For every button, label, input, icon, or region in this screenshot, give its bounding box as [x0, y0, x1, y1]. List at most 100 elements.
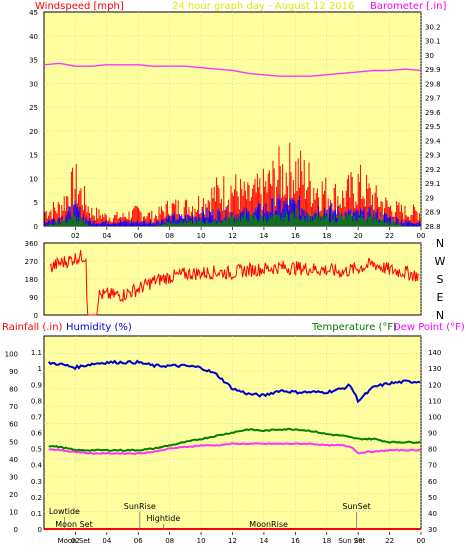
hour-tick-label: 04: [102, 232, 111, 240]
humidity-tick-label: 50: [9, 438, 18, 446]
barometer-tick-label: 29.5: [425, 123, 441, 131]
windspeed-axis-title: Windspeed [mph]: [35, 1, 124, 12]
direction-panel-series: [49, 250, 420, 316]
hour-tick-label: 04: [102, 537, 111, 545]
graph-title: 24 hour graph day - August 12 2016: [172, 1, 354, 12]
windspeed-tick-label: 10: [29, 175, 38, 183]
temperature-tick-label: 80: [428, 446, 437, 454]
temperature-tick-label: 70: [428, 462, 437, 470]
rainfall-tick-label: 0.9: [31, 381, 42, 389]
windspeed-tick-label: 35: [29, 57, 38, 65]
hour-tick-label: 08: [165, 232, 174, 240]
bottom-event-label: Moon Set: [58, 537, 91, 545]
humidity-tick-label: 60: [9, 421, 18, 429]
hour-tick-label: 22: [385, 537, 394, 545]
humidity-tick-label: 0: [14, 526, 18, 534]
rainfall-tick-label: 1: [38, 365, 42, 373]
hour-tick-label: 00: [417, 537, 426, 545]
rainfall-tick-label: 0.2: [31, 494, 42, 502]
humidity-tick-labels: 0 10 20 30 40 50 60 70 80 90 100: [5, 351, 18, 534]
hour-tick-label: 10: [197, 537, 206, 545]
hour-tick-label: 16: [291, 537, 300, 545]
hour-tick-label: 02: [71, 537, 80, 545]
hour-tick-label: 08: [165, 537, 174, 545]
event-label: Moon Set: [55, 520, 92, 529]
event-label: SunSet: [342, 502, 370, 511]
rainfall-tick-label: 0.5: [31, 446, 42, 454]
climate-panel-hour-labels: 02 04 06 08 10 12 14 16 18 20 22 00: [71, 532, 426, 545]
temperature-tick-label: 100: [428, 413, 441, 421]
windspeed-tick-label: 45: [29, 9, 38, 17]
compass-label: W: [435, 255, 446, 268]
barometer-series: [43, 62, 422, 77]
event-label: SunRise: [124, 502, 156, 511]
rainfall-tick-label: 0.4: [31, 462, 43, 470]
hour-tick-label: 18: [322, 537, 331, 545]
dew-point-series: [48, 442, 421, 455]
temperature-tick-label: 110: [428, 397, 441, 405]
temperature-tick-label: 90: [428, 430, 437, 438]
humidity-axis-title: Humidity (%): [66, 322, 132, 333]
barometer-axis-title: Barometer [.in]: [370, 1, 446, 12]
compass-label: E: [437, 291, 444, 304]
compass-label: N: [436, 309, 444, 322]
windspeed-tick-label: 0: [34, 223, 38, 231]
rainfall-tick-label: 0.1: [31, 510, 42, 518]
hour-tick-label: 12: [228, 232, 237, 240]
direction-tick-label: 90: [29, 294, 38, 302]
hour-tick-label: 00: [417, 232, 426, 240]
compass-label: S: [437, 273, 444, 286]
barometer-tick-label: 29.2: [425, 166, 441, 174]
barometer-tick-label: 29.4: [425, 137, 441, 145]
rainfall-tick-labels: 0 0.1 0.2 0.3 0.4 0.5 0.6 0.7 0.8 0.9 1 1.1: [31, 349, 43, 534]
rainfall-tick-label: 0.8: [31, 397, 42, 405]
temperature-tick-label: 30: [428, 526, 437, 534]
direction-tick-label: 180: [25, 276, 38, 284]
wind-panel-hour-labels: 02 04 06 08 10 12 14 16 18 20 22 00: [71, 227, 426, 240]
windspeed-tick-label: 5: [34, 199, 38, 207]
event-label: MoonRise: [249, 520, 288, 529]
barometer-tick-label: 29.8: [425, 80, 441, 88]
astronomical-event-markers: Lowtide SunRise Hightide MoonRise SunSet Moon…: [49, 502, 371, 545]
humidity-tick-label: 70: [9, 403, 18, 411]
barometer-tick-label: 28.9: [425, 209, 441, 217]
windspeed-tick-label: 15: [29, 152, 38, 160]
humidity-tick-label: 90: [9, 368, 18, 376]
hour-tick-label: 06: [134, 537, 143, 545]
rainfall-tick-label: 0: [38, 526, 42, 534]
hour-tick-label: 14: [259, 232, 268, 240]
rainfall-axis-title: Rainfall (.in): [2, 322, 63, 333]
compass-label: N: [436, 237, 444, 250]
hour-tick-label: 18: [322, 232, 331, 240]
hour-tick-label: 14: [259, 537, 268, 545]
windspeed-tick-label: 40: [29, 33, 38, 41]
barometer-tick-label: 30.2: [425, 23, 441, 31]
humidity-series: [47, 359, 421, 404]
temperature-axis-title: Temperature (°F): [311, 322, 397, 333]
humidity-tick-label: 100: [5, 351, 18, 359]
hour-tick-label: 20: [354, 537, 363, 545]
hour-tick-label: 06: [134, 232, 143, 240]
barometer-tick-label: 29.9: [425, 66, 441, 74]
barometer-tick-label: 29.3: [425, 152, 441, 160]
hour-tick-label: 16: [291, 232, 300, 240]
temperature-series: [48, 427, 421, 452]
hour-tick-label: 10: [197, 232, 206, 240]
temperature-tick-label: 60: [428, 478, 437, 486]
event-label: Lowtide: [49, 507, 80, 516]
barometer-tick-label: 30.1: [425, 38, 441, 46]
humidity-tick-label: 30: [9, 473, 18, 481]
temperature-tick-label: 50: [428, 494, 437, 502]
hour-tick-label: 02: [71, 232, 80, 240]
rainfall-tick-label: 1.1: [31, 349, 42, 357]
barometer-tick-label: 28.8: [425, 223, 441, 231]
temperature-tick-label: 120: [428, 381, 441, 389]
wind-direction-series: [49, 250, 420, 316]
rainfall-tick-label: 0.6: [31, 430, 43, 438]
humidity-tick-label: 20: [9, 491, 18, 499]
direction-tick-label: 360: [25, 240, 38, 248]
hour-tick-label: 12: [228, 537, 237, 545]
temperature-tick-label: 130: [428, 365, 441, 373]
temperature-tick-label: 40: [428, 510, 437, 518]
